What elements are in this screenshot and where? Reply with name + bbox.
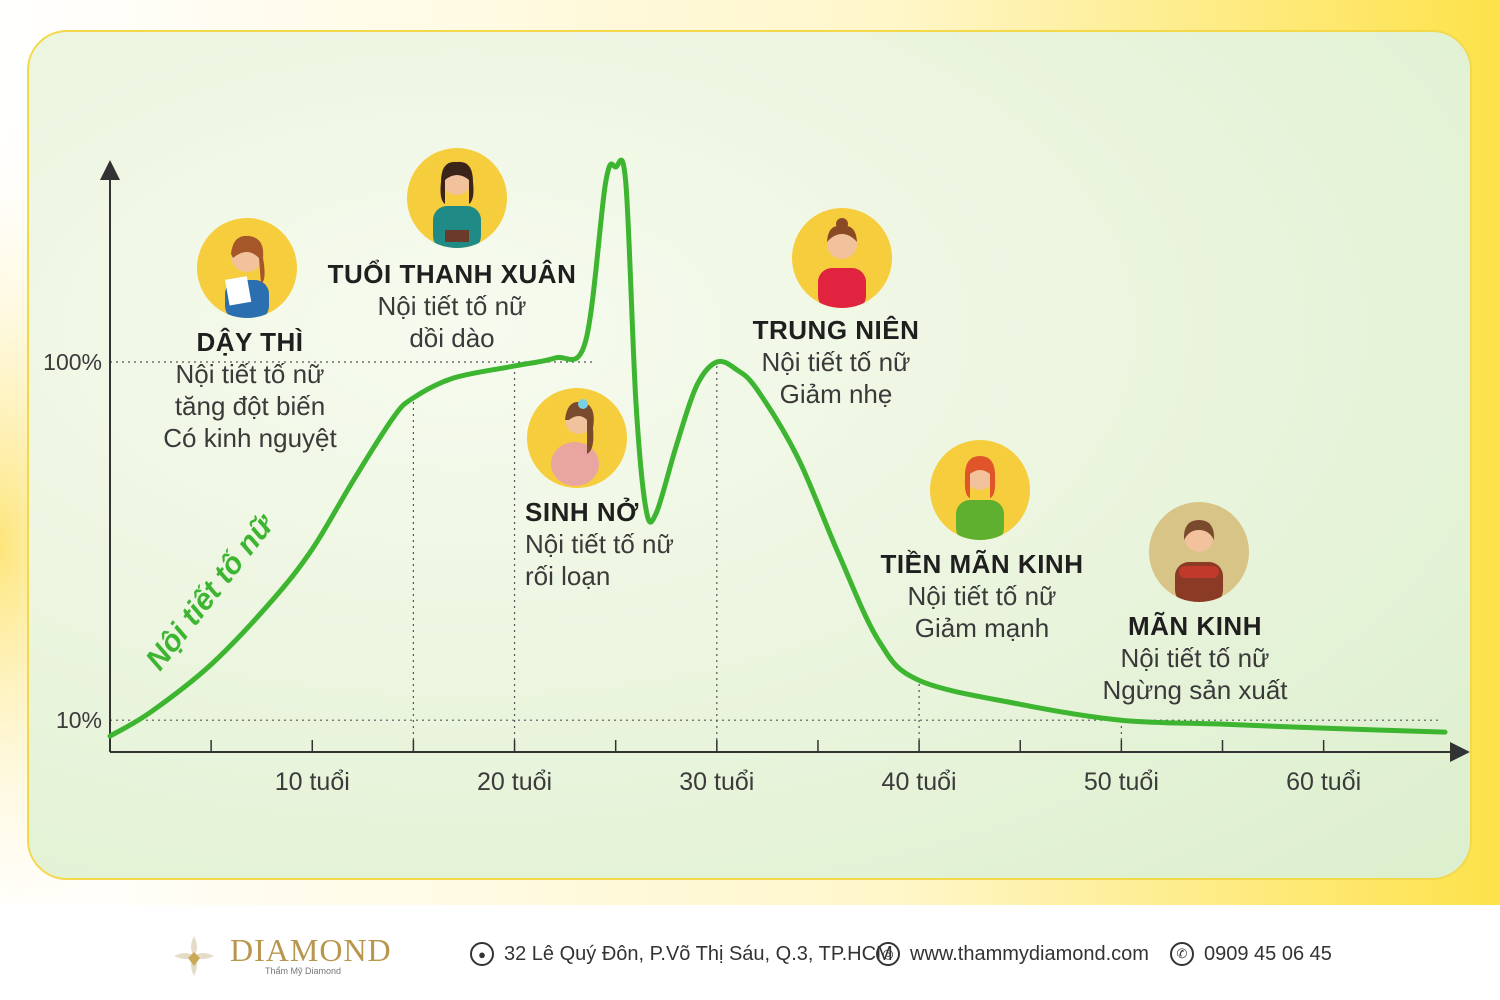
x-tick-label: 10 tuổi (275, 768, 350, 796)
stage-line: dồi dào (409, 323, 495, 353)
footer-address: ● 32 Lê Quý Đôn, P.Võ Thị Sáu, Q.3, TP.H… (470, 942, 893, 966)
young-woman-icon (433, 161, 481, 248)
stage-title: SINH NỞ (525, 497, 639, 527)
stage-tien-man-kinh: TIỀN MÃN KINH Nội tiết tố nữ Giảm mạnh (842, 548, 1122, 644)
y-tick-label: 100% (43, 349, 102, 375)
avatar-trung-nien (792, 208, 892, 308)
stage-line: Nội tiết tố nữ (525, 529, 674, 559)
x-tick-label: 50 tuổi (1084, 768, 1159, 796)
chart-card (27, 30, 1472, 880)
stage-line: Nội tiết tố nữ (175, 359, 325, 389)
stage-line: Giảm mạnh (914, 613, 1050, 643)
x-ticks: 10 tuổi 20 tuổi 30 tuổi 40 tuổi 50 tuổi 60 tu… (210, 740, 1361, 796)
footer-website[interactable]: ◎ www.thammydiamond.com (876, 942, 1149, 966)
x-tick-label: 60 tuổi (1286, 768, 1361, 796)
stage-title: MÃN KINH (1128, 611, 1262, 641)
stage-line: Nội tiết tố nữ (907, 581, 1057, 611)
website-link[interactable]: www.thammydiamond.com (910, 942, 1149, 965)
y-tick-label: 10% (56, 707, 102, 733)
phone-icon: ✆ (1170, 942, 1194, 966)
diamond-logo-icon (174, 936, 214, 976)
stage-line: Nội tiết tố nữ (377, 291, 527, 321)
stage-line: Giảm nhẹ (779, 379, 893, 409)
stage-line: tăng đột biến (174, 391, 326, 421)
hormone-curve-line (107, 157, 1448, 739)
stage-sinh-no: SINH NỞ Nội tiết tố nữ rối loạn (525, 496, 805, 592)
stage-line: rối loạn (525, 561, 611, 591)
stage-title: DẬY THÌ (196, 327, 304, 357)
x-tick-label: 20 tuổi (477, 768, 552, 796)
pregnant-woman-icon (551, 399, 599, 486)
stage-man-kinh: MÃN KINH Nội tiết tố nữ Ngừng sản xuất (1055, 610, 1335, 706)
x-tick-label: 40 tuổi (882, 768, 957, 796)
globe-icon: ◎ (876, 942, 900, 966)
address-text: 32 Lê Quý Đôn, P.Võ Thị Sáu, Q.3, TP.HCM (504, 942, 893, 965)
stage-line: Nội tiết tố nữ (1120, 643, 1270, 673)
stage-title: TIỀN MÃN KINH (880, 549, 1084, 579)
avatar-thanh-xuan (407, 148, 507, 248)
stage-line: Có kinh nguyệt (163, 423, 337, 453)
stage-trung-nien: TRUNG NIÊN Nội tiết tố nữ Giảm nhẹ (696, 314, 976, 410)
avatar-tien-man-kinh (930, 440, 1030, 540)
teen-girl-icon (225, 235, 269, 318)
brand-name: DIAMOND (230, 932, 392, 968)
brand-subtitle: Thẩm Mỹ Diamond (265, 966, 342, 976)
phone-number[interactable]: 0909 45 06 45 (1204, 942, 1332, 965)
footer: DIAMOND Thẩm Mỹ Diamond ● 32 Lê Quý Đôn,… (0, 920, 1500, 1000)
stage-thanh-xuan: TUỔI THANH XUÂN Nội tiết tố nữ dồi dào (312, 258, 592, 354)
footer-phone[interactable]: ✆ 0909 45 06 45 (1170, 942, 1332, 966)
curve-label: Nội tiết tố nữ (140, 507, 282, 676)
stage-line: Ngừng sản xuất (1102, 675, 1288, 705)
x-tick-label: 30 tuổi (679, 768, 754, 796)
reference-lines (110, 361, 1440, 752)
avatar-sinh-no (527, 388, 627, 488)
avatar-day-thi (197, 218, 297, 318)
stage-line: Nội tiết tố nữ (761, 347, 911, 377)
stage-title: TUỔI THANH XUÂN (327, 259, 577, 289)
location-pin-icon: ● (470, 942, 494, 966)
older-woman-icon (1175, 520, 1223, 602)
avatar-man-kinh (1149, 502, 1249, 602)
stage-day-thi: DẬY THÌ Nội tiết tố nữ tăng đột biến Có … (110, 326, 390, 454)
y-ticks: 100% 10% (43, 349, 102, 733)
premenopause-woman-icon (956, 456, 1004, 540)
middle-aged-woman-icon (818, 218, 866, 308)
stage-title: TRUNG NIÊN (752, 315, 920, 345)
